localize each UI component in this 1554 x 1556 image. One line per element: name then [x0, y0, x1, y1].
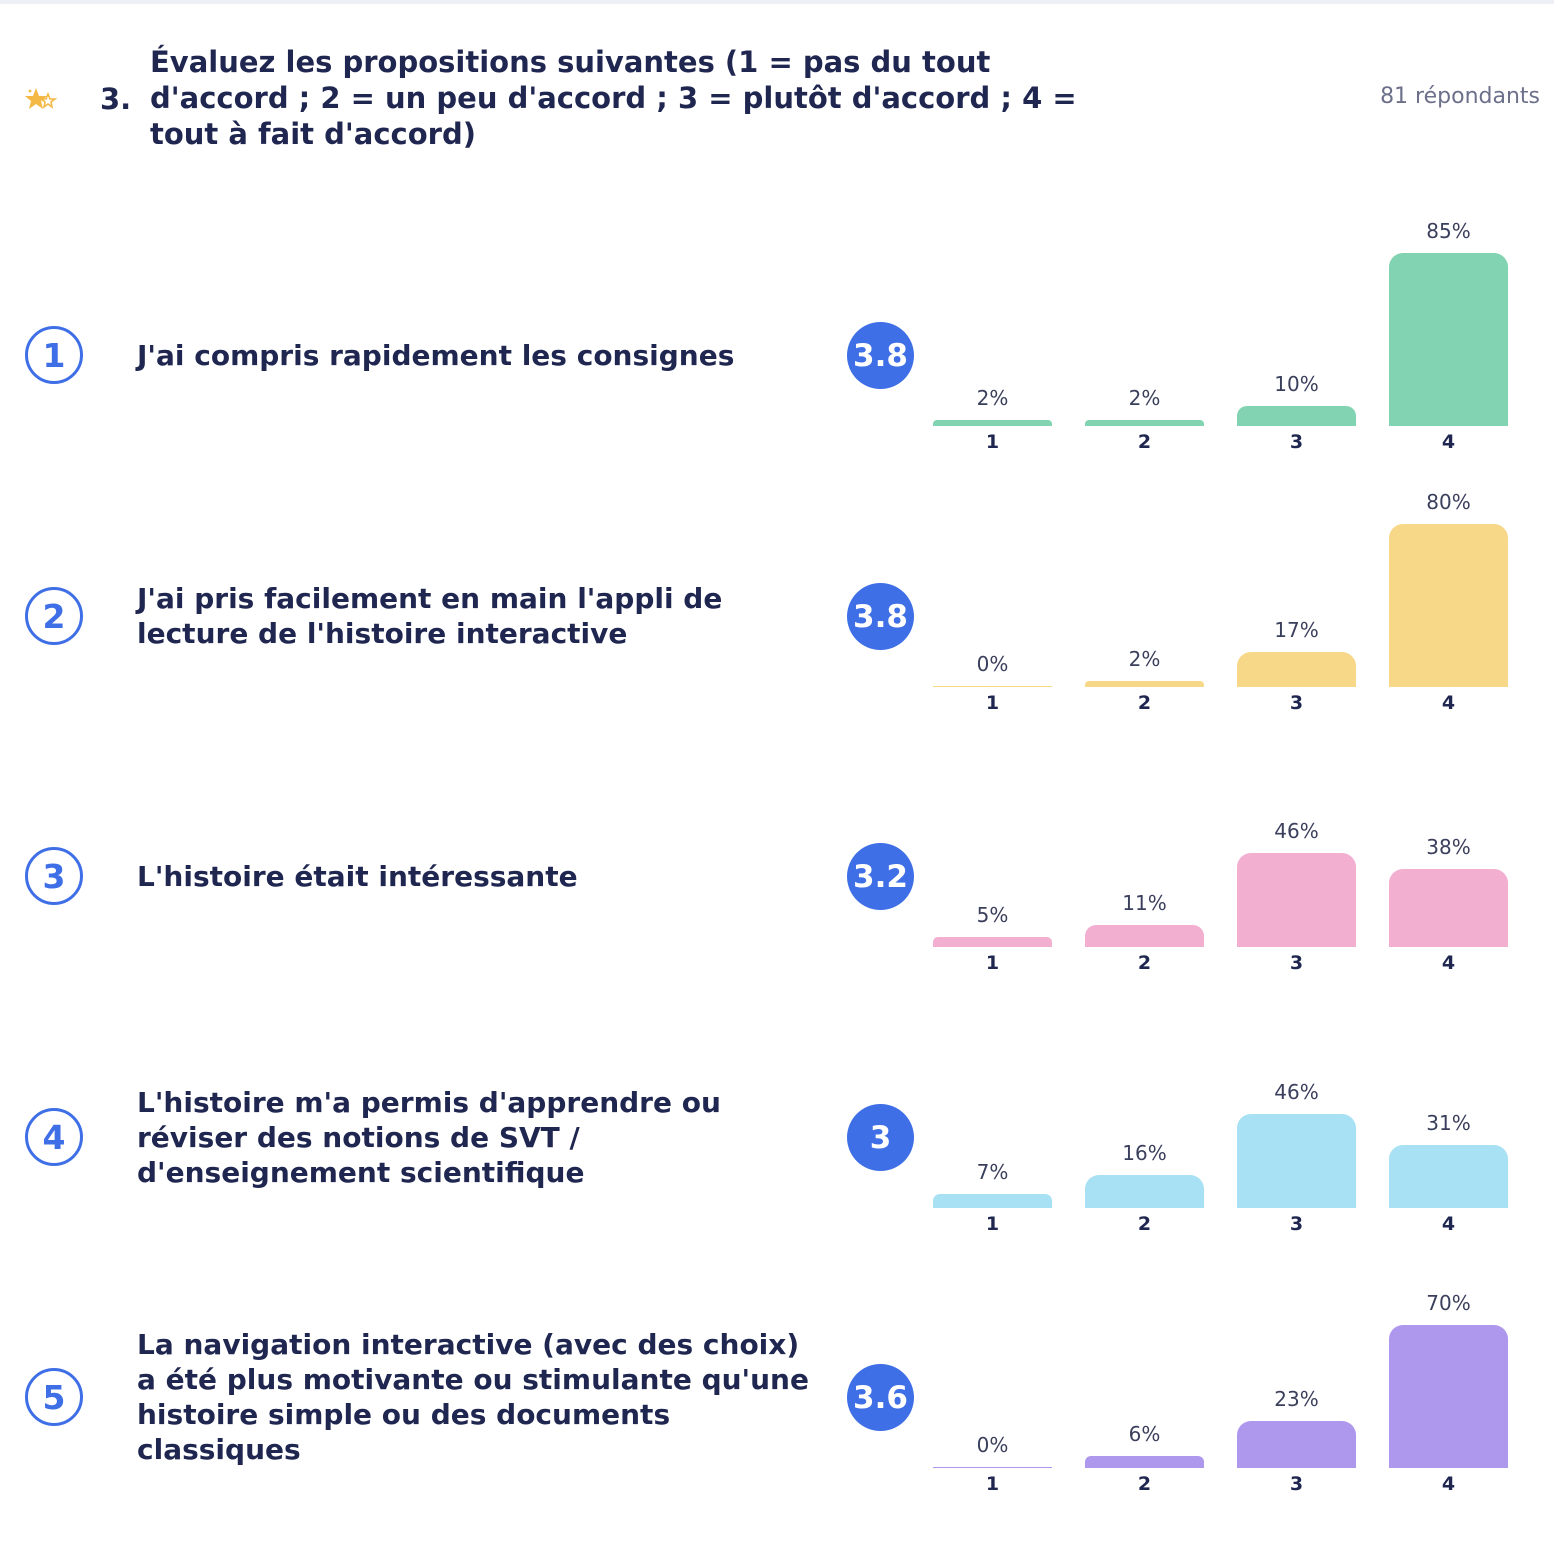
category-label: 2	[1137, 1213, 1152, 1235]
bar	[1085, 1175, 1204, 1208]
bar-baseline	[933, 686, 1052, 687]
average-score-badge: 3.2	[847, 843, 914, 910]
bar	[1237, 1421, 1356, 1468]
bar-value-label: 46%	[1274, 819, 1319, 843]
bar-value-label: 7%	[976, 1160, 1009, 1184]
statement-row: 2 J'ai pris facilement en main l'appli de…	[0, 426, 1554, 714]
statement-label: La navigation interactive (avec des choi…	[137, 1328, 809, 1466]
category-label: 2	[1137, 1473, 1152, 1495]
category-label: 3	[1289, 692, 1304, 714]
bar	[1389, 253, 1508, 426]
category-label: 4	[1441, 692, 1456, 714]
bar	[1237, 1114, 1356, 1208]
category-label: 1	[985, 1473, 1000, 1495]
category-label: 2	[1137, 431, 1152, 453]
bar-value-label: 85%	[1426, 219, 1471, 243]
category-label: 1	[985, 692, 1000, 714]
bar	[1085, 925, 1204, 947]
bar-value-label: 5%	[976, 903, 1009, 927]
bar-value-label: 2%	[1128, 647, 1161, 671]
bar-value-label: 31%	[1426, 1111, 1471, 1135]
bar-value-label: 17%	[1274, 618, 1319, 642]
statement-index-badge: 1	[25, 326, 83, 384]
bar-value-label: 11%	[1122, 891, 1167, 915]
average-score-badge: 3.8	[847, 583, 914, 650]
bar	[1389, 869, 1508, 947]
bar-value-label: 0%	[976, 1433, 1009, 1457]
category-label: 4	[1441, 1473, 1456, 1495]
statement-index-badge: 5	[25, 1368, 83, 1426]
category-label: 2	[1137, 692, 1152, 714]
statement-row: 5 La navigation interactive (avec des cho…	[0, 1207, 1554, 1495]
bar-value-label: 23%	[1274, 1387, 1319, 1411]
statement-label: L'histoire m'a permis d'apprendre ou rév…	[137, 1085, 721, 1189]
category-label: 1	[985, 952, 1000, 974]
statement-row: 1 J'ai compris rapidement les consignes 3.…	[0, 165, 1554, 453]
statement-row: 3 L'histoire était intéressante 3.2 5% 1 11% 2…	[0, 686, 1554, 974]
category-label: 4	[1441, 1213, 1456, 1235]
category-label: 4	[1441, 431, 1456, 453]
bar-value-label: 80%	[1426, 490, 1471, 514]
category-label: 4	[1441, 952, 1456, 974]
bar-value-label: 16%	[1122, 1141, 1167, 1165]
average-score-badge: 3.8	[847, 322, 914, 389]
bar-value-label: 2%	[976, 386, 1009, 410]
respondents-count: 81 répondants	[1380, 84, 1540, 109]
category-label: 3	[1289, 1213, 1304, 1235]
bar	[1237, 652, 1356, 687]
category-label: 1	[985, 431, 1000, 453]
category-label: 3	[1289, 431, 1304, 453]
question-title: Évaluez les propositions suivantes (1 = …	[150, 45, 1077, 151]
bar	[1237, 853, 1356, 947]
bar	[933, 1194, 1052, 1208]
statement-label: J'ai pris facilement en main l'appli de …	[137, 582, 723, 650]
statement-label: J'ai compris rapidement les consignes	[137, 338, 735, 372]
bar-value-label: 0%	[976, 652, 1009, 676]
bar-value-label: 46%	[1274, 1080, 1319, 1104]
bar	[1085, 1456, 1204, 1468]
bar	[1389, 1145, 1508, 1208]
statement-index-badge: 2	[25, 587, 83, 645]
statement-index-badge: 3	[25, 847, 83, 905]
average-score-badge: 3.6	[847, 1364, 914, 1431]
bar	[1389, 524, 1508, 687]
stars-icon	[25, 88, 58, 109]
bar-value-label: 6%	[1128, 1422, 1161, 1446]
bar	[933, 420, 1052, 426]
statement-row: 4 L'histoire m'a permis d'apprendre ou ré…	[0, 947, 1554, 1235]
average-score-badge: 3	[847, 1104, 914, 1171]
bar	[933, 937, 1052, 947]
statement-label: L'histoire était intéressante	[137, 859, 578, 893]
category-label: 1	[985, 1213, 1000, 1235]
bar	[1389, 1325, 1508, 1468]
bar-value-label: 2%	[1128, 386, 1161, 410]
bar-value-label: 38%	[1426, 835, 1471, 859]
category-label: 3	[1289, 952, 1304, 974]
bar-baseline	[933, 1467, 1052, 1468]
bar	[1085, 420, 1204, 426]
statement-index-badge: 4	[25, 1108, 83, 1166]
bar-value-label: 70%	[1426, 1291, 1471, 1315]
category-label: 3	[1289, 1473, 1304, 1495]
bar	[1085, 681, 1204, 687]
bar-value-label: 10%	[1274, 372, 1319, 396]
bar	[1237, 406, 1356, 426]
question-number: 3.	[100, 82, 132, 116]
category-label: 2	[1137, 952, 1152, 974]
top-divider	[0, 0, 1554, 4]
